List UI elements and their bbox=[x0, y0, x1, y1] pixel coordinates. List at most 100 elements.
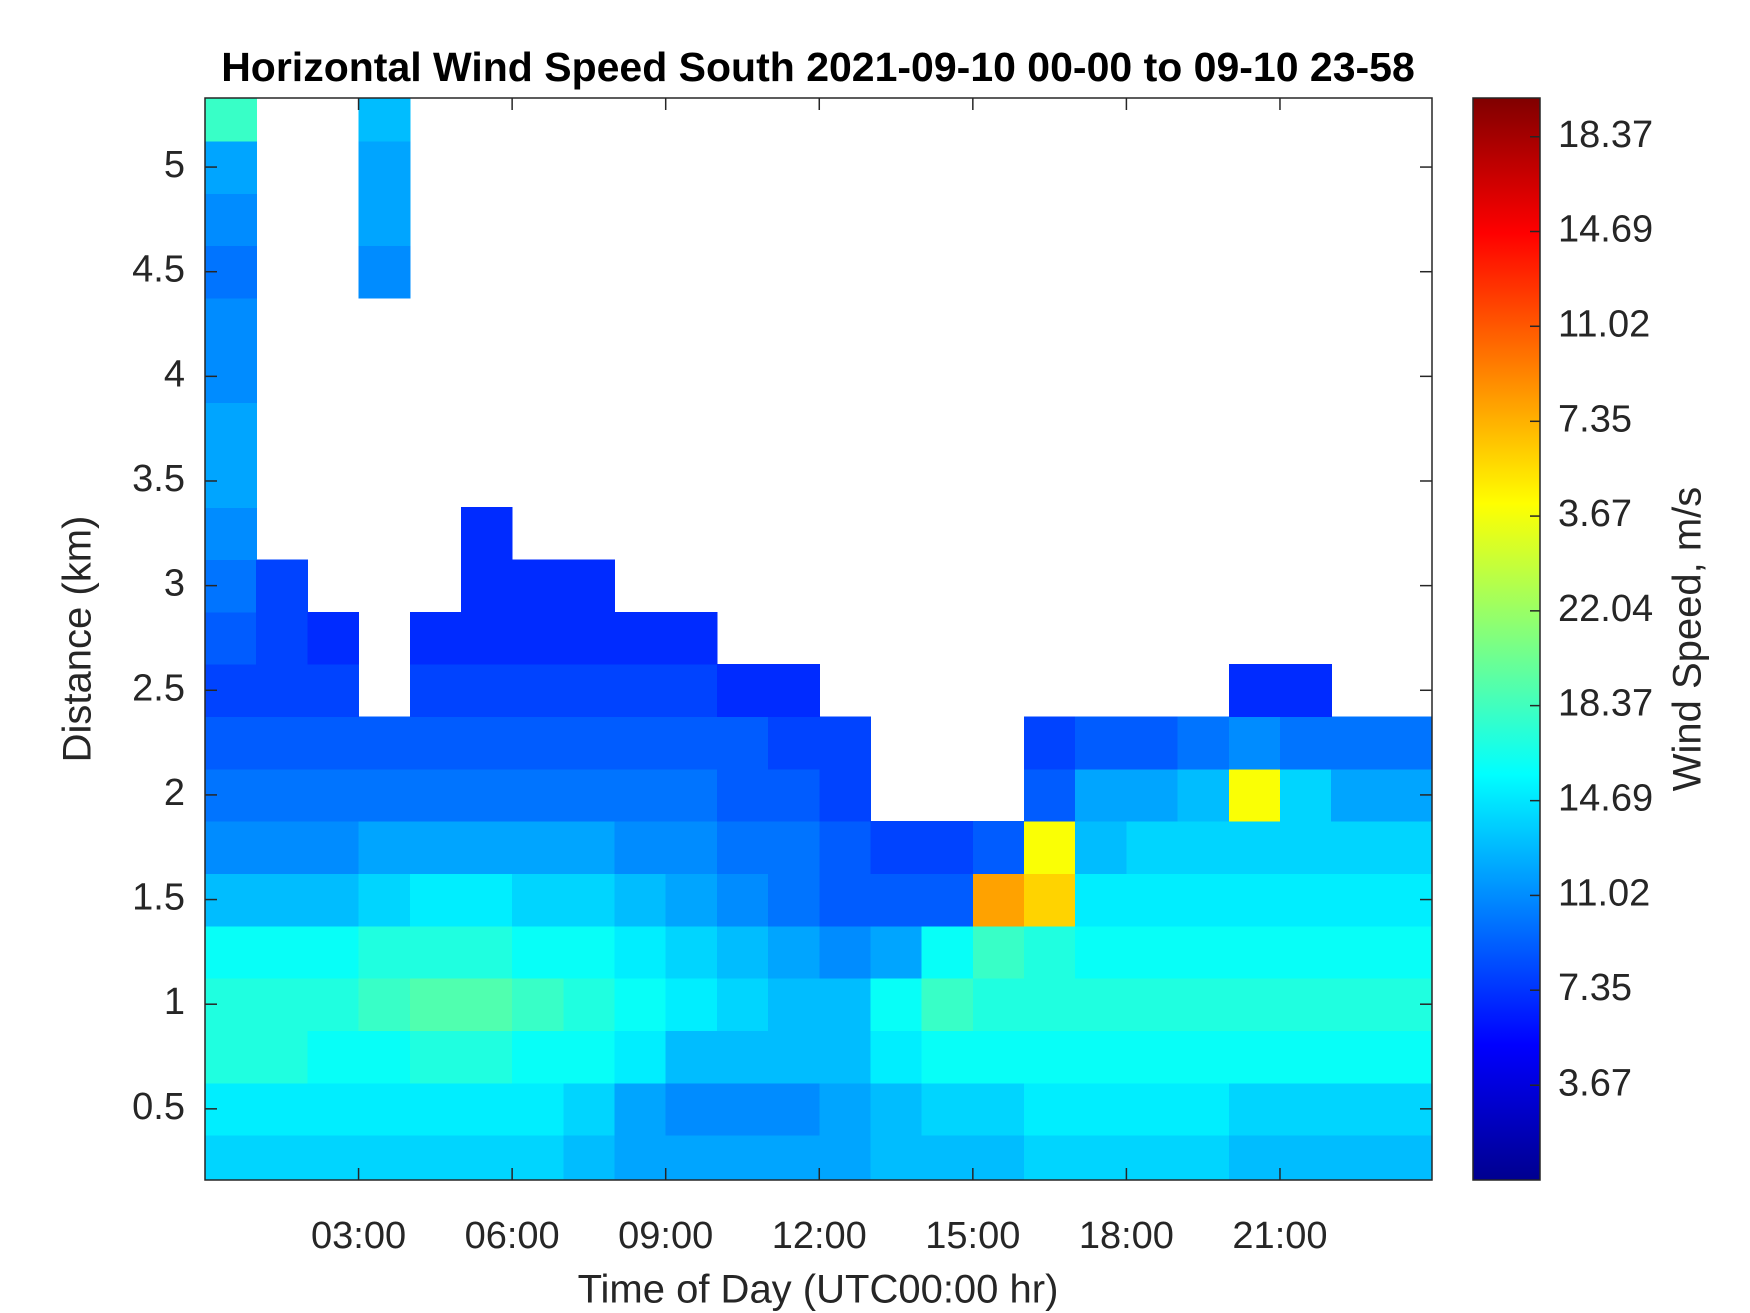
heatmap-cell bbox=[409, 821, 462, 874]
heatmap-cell bbox=[870, 873, 923, 927]
heatmap-cell bbox=[1075, 925, 1128, 979]
heatmap-cell bbox=[768, 978, 820, 1031]
heatmap-cell bbox=[1075, 768, 1128, 822]
heatmap-cell bbox=[972, 873, 1025, 927]
heatmap-cell bbox=[256, 559, 308, 613]
y-tick-label: 3.5 bbox=[132, 458, 185, 500]
heatmap-cell bbox=[1075, 716, 1128, 770]
heatmap-cell bbox=[358, 821, 411, 874]
heatmap-cell bbox=[563, 716, 616, 770]
heatmap-cell bbox=[205, 925, 257, 979]
heatmap-cell bbox=[1126, 873, 1179, 927]
heatmap-cell bbox=[716, 664, 769, 718]
heatmap-cell bbox=[563, 559, 616, 613]
heatmap-cell bbox=[819, 716, 872, 770]
heatmap-cell bbox=[256, 1135, 308, 1181]
heatmap-cell bbox=[358, 1135, 411, 1181]
heatmap-cell bbox=[563, 1082, 616, 1136]
heatmap-cell bbox=[1228, 821, 1281, 874]
y-tick-label: 5 bbox=[164, 144, 185, 186]
heatmap-cell bbox=[563, 768, 616, 822]
heatmap-cell bbox=[512, 873, 564, 927]
y-tick-label: 1.5 bbox=[132, 877, 185, 919]
heatmap-cell bbox=[563, 1030, 616, 1084]
heatmap-cell bbox=[409, 1082, 462, 1136]
y-tick-label: 4.5 bbox=[132, 249, 185, 291]
x-tick-label: 21:00 bbox=[1232, 1215, 1327, 1257]
heatmap-cell bbox=[1382, 925, 1433, 979]
heatmap-cell bbox=[1126, 1135, 1179, 1181]
heatmap-cell bbox=[819, 768, 872, 822]
heatmap-cell bbox=[1279, 978, 1332, 1031]
heatmap-cell bbox=[614, 611, 667, 665]
heatmap-cell bbox=[1177, 1030, 1230, 1084]
x-tick-label: 06:00 bbox=[465, 1215, 560, 1257]
heatmap-cell bbox=[1228, 978, 1281, 1031]
heatmap-cell bbox=[205, 98, 257, 142]
heatmap-cell bbox=[614, 978, 667, 1031]
heatmap-cell bbox=[1331, 821, 1383, 874]
heatmap-cell bbox=[665, 873, 718, 927]
heatmap-cell bbox=[512, 559, 564, 613]
heatmap-cell bbox=[460, 664, 513, 718]
heatmap-cell bbox=[460, 716, 513, 770]
heatmap-cell bbox=[307, 664, 360, 718]
heatmap-cell bbox=[1177, 1135, 1230, 1181]
y-tick-label: 4 bbox=[164, 353, 185, 395]
heatmap-cell bbox=[716, 873, 769, 927]
heatmap-cell bbox=[460, 873, 513, 927]
heatmap-cell bbox=[716, 1030, 769, 1084]
heatmap-cell bbox=[1075, 1082, 1128, 1136]
heatmap-cell bbox=[716, 821, 769, 874]
heatmap-cell bbox=[665, 611, 718, 665]
heatmap-cell bbox=[768, 821, 820, 874]
heatmap-cell bbox=[614, 873, 667, 927]
heatmap-cell bbox=[1279, 716, 1332, 770]
colorbar-tick-label: 11.02 bbox=[1558, 872, 1650, 914]
heatmap-cell bbox=[460, 925, 513, 979]
heatmap-cell bbox=[921, 873, 974, 927]
heatmap-cell bbox=[1382, 821, 1433, 874]
heatmap-cell bbox=[819, 978, 872, 1031]
heatmap-cell bbox=[512, 1082, 564, 1136]
heatmap-cell bbox=[256, 611, 308, 665]
heatmap-cell bbox=[1279, 1135, 1332, 1181]
heatmap-cell bbox=[921, 925, 974, 979]
x-tick-label: 03:00 bbox=[311, 1215, 406, 1257]
heatmap-cell bbox=[614, 821, 667, 874]
heatmap-cell bbox=[460, 559, 513, 613]
heatmap-cell bbox=[409, 873, 462, 927]
heatmap-cell bbox=[972, 1030, 1025, 1084]
heatmap-cell bbox=[819, 925, 872, 979]
heatmap-cell bbox=[256, 873, 308, 927]
heatmap-cell bbox=[665, 664, 718, 718]
heatmap-cell bbox=[972, 1135, 1025, 1181]
heatmap-cell bbox=[307, 1030, 360, 1084]
heatmap-cell bbox=[1126, 925, 1179, 979]
heatmap-cell bbox=[614, 1135, 667, 1181]
heatmap-cell bbox=[768, 716, 820, 770]
heatmap-cell bbox=[716, 1082, 769, 1136]
heatmap-cell bbox=[358, 1030, 411, 1084]
heatmap-cell bbox=[460, 1135, 513, 1181]
heatmap-cell bbox=[307, 978, 360, 1031]
y-tick-label: 3 bbox=[164, 563, 185, 605]
y-tick-label: 1 bbox=[164, 981, 185, 1023]
x-tick-label: 18:00 bbox=[1079, 1215, 1174, 1257]
heatmap-cell bbox=[1177, 768, 1230, 822]
heatmap-cell bbox=[1177, 873, 1230, 927]
heatmap-cell bbox=[972, 978, 1025, 1031]
heatmap-cell bbox=[1331, 925, 1383, 979]
heatmap-cell bbox=[665, 1135, 718, 1181]
heatmap-cell bbox=[409, 978, 462, 1031]
heatmap-cell bbox=[563, 664, 616, 718]
heatmap-cell bbox=[665, 768, 718, 822]
heatmap-cell bbox=[512, 664, 564, 718]
heatmap-cell bbox=[256, 664, 308, 718]
heatmap-cell bbox=[870, 1082, 923, 1136]
heatmap-cell bbox=[563, 821, 616, 874]
heatmap-cell bbox=[409, 716, 462, 770]
heatmap-cell bbox=[358, 768, 411, 822]
